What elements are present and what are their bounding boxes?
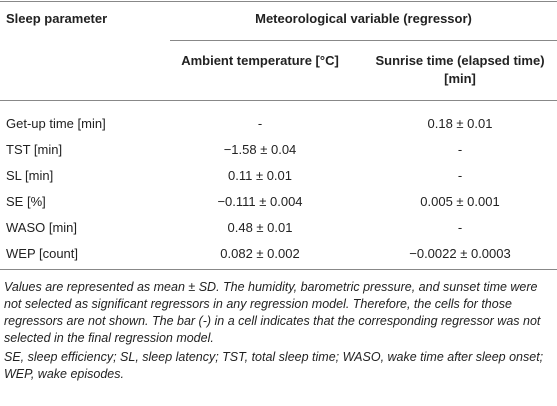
table-cell: 0.48 ± 0.01 — [227, 220, 293, 235]
rule — [0, 1, 557, 2]
rule — [0, 269, 557, 270]
header-cell: Sunrise time (elapsed time) [min] — [375, 53, 545, 86]
table-cell: 0.11 ± 0.01 — [228, 168, 292, 183]
table-cell: −0.0022 ± 0.0003 — [409, 246, 511, 261]
table-cell: - — [457, 142, 463, 157]
rule — [0, 100, 557, 101]
rule — [170, 40, 557, 41]
table-cell: - — [457, 168, 463, 183]
table-cell: −1.58 ± 0.04 — [223, 142, 297, 157]
group-header: Meteorological variable (regressor) — [255, 11, 472, 26]
table-cell: SE [%] — [6, 194, 46, 209]
table-cell: 0.005 ± 0.001 — [420, 194, 500, 209]
table-cell: - — [257, 116, 263, 131]
table-cell: Get-up time [min] — [6, 116, 106, 131]
table-cell: 0.082 ± 0.002 — [220, 246, 300, 261]
footnote: Values are represented as mean ± SD. The… — [4, 280, 541, 345]
table-cell: WEP [count] — [6, 246, 79, 261]
table-cell: 0.18 ± 0.01 — [427, 116, 493, 131]
footnote: SE, sleep efficiency; SL, sleep latency;… — [4, 350, 544, 381]
header-cell: Ambient temperature [°C] — [181, 53, 339, 68]
table-cell: −0.111 ± 0.004 — [217, 194, 303, 209]
header-cell: Sleep parameter — [6, 11, 108, 26]
table-cell: TST [min] — [6, 142, 63, 157]
table-cell: - — [457, 220, 463, 235]
table-cell: WASO [min] — [6, 220, 78, 235]
table-cell: SL [min] — [6, 168, 54, 183]
